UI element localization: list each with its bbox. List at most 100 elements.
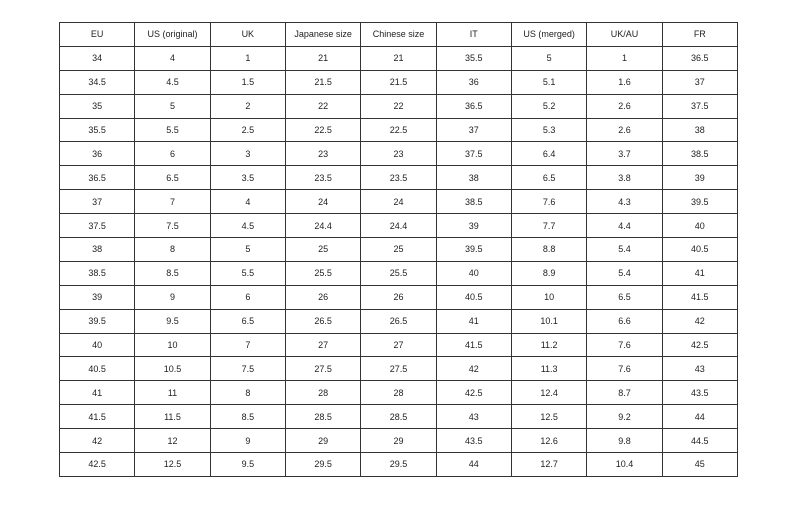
table-cell: 4	[209, 189, 286, 215]
table-cell: 9.5	[134, 308, 211, 334]
table-cell: 5.5	[134, 117, 211, 143]
table-cell: 3.8	[586, 165, 663, 191]
table-cell: 42.5	[435, 380, 512, 406]
table-cell: 1.5	[209, 69, 286, 95]
table-cell: 5	[510, 45, 588, 71]
table-cell: 29	[284, 428, 362, 454]
table-cell: 9	[209, 428, 286, 454]
header-row: EU US (original) UK Japanese size Chinese si…	[58, 22, 739, 47]
table-row: 41 11 8 28 28 42.5 12.4 8.7 43.5	[58, 380, 739, 406]
table-cell: 2	[209, 93, 286, 119]
table-cell: 21.5	[284, 69, 362, 95]
table-cell: 24.4	[284, 213, 362, 239]
table-cell: 6	[209, 284, 286, 310]
table-cell: 28	[284, 380, 362, 406]
table-cell: 1.6	[586, 69, 663, 95]
column-header: US (merged)	[510, 22, 588, 47]
table-cell: 29	[360, 428, 437, 454]
table-cell: 43.5	[661, 380, 739, 406]
table-cell: 5.2	[510, 93, 588, 119]
table-cell: 23.5	[284, 165, 362, 191]
table-cell: 4.3	[586, 189, 663, 215]
table-cell: 44	[435, 452, 512, 477]
table-cell: 7.6	[586, 332, 663, 358]
table-cell: 12.5	[134, 452, 211, 477]
table-cell: 38.5	[661, 141, 739, 167]
table-cell: 40	[435, 260, 512, 286]
table-cell: 6.5	[209, 308, 286, 334]
table-cell: 1	[586, 45, 663, 71]
table-cell: 12	[134, 428, 211, 454]
table-cell: 36	[58, 141, 136, 167]
table-cell: 39	[435, 213, 512, 239]
table-cell: 11	[134, 380, 211, 406]
table-cell: 5.4	[586, 260, 663, 286]
table-cell: 12.4	[510, 380, 588, 406]
table-cell: 3.5	[209, 165, 286, 191]
table-cell: 38.5	[435, 189, 512, 215]
table-cell: 41	[58, 380, 136, 406]
table-cell: 4.5	[134, 69, 211, 95]
size-conversion-table: EU US (original) UK Japanese size Chinese si…	[58, 22, 739, 477]
table-cell: 28.5	[284, 404, 362, 430]
table-cell: 38	[661, 117, 739, 143]
table-cell: 12.5	[510, 404, 588, 430]
table-cell: 42.5	[661, 332, 739, 358]
table-cell: 37	[435, 117, 512, 143]
table-cell: 27	[284, 332, 362, 358]
table-cell: 3.7	[586, 141, 663, 167]
table-cell: 5	[209, 237, 286, 262]
table-cell: 40	[661, 213, 739, 239]
table-cell: 7	[134, 189, 211, 215]
table-cell: 11.2	[510, 332, 588, 358]
table-cell: 27.5	[284, 356, 362, 382]
table-cell: 36	[435, 69, 512, 95]
table-cell: 26.5	[360, 308, 437, 334]
table-cell: 42	[435, 356, 512, 382]
table-cell: 42	[661, 308, 739, 334]
table-cell: 4	[134, 45, 211, 71]
table-cell: 40.5	[58, 356, 136, 382]
table-cell: 9.2	[586, 404, 663, 430]
table-cell: 37.5	[58, 213, 136, 239]
table-cell: 41.5	[58, 404, 136, 430]
table-cell: 22	[284, 93, 362, 119]
table-cell: 10.1	[510, 308, 588, 334]
table-row: 42 12 9 29 29 43.5 12.6 9.8 44.5	[58, 428, 739, 454]
table-cell: 24.4	[360, 213, 437, 239]
table-cell: 42	[58, 428, 136, 454]
table-cell: 27.5	[360, 356, 437, 382]
table-cell: 21	[284, 45, 362, 71]
table-row: 39.5 9.5 6.5 26.5 26.5 41 10.1 6.6 42	[58, 308, 739, 334]
table-cell: 8.9	[510, 260, 588, 286]
table-row: 36 6 3 23 23 37.5 6.4 3.7 38.5	[58, 141, 739, 167]
table-row: 36.5 6.5 3.5 23.5 23.5 38 6.5 3.8 39	[58, 165, 739, 191]
table-cell: 5.1	[510, 69, 588, 95]
column-header: FR	[661, 22, 739, 47]
table-cell: 26	[284, 284, 362, 310]
table-cell: 3	[209, 141, 286, 167]
table-cell: 43	[661, 356, 739, 382]
table-cell: 6.5	[586, 284, 663, 310]
table-cell: 36.5	[58, 165, 136, 191]
table-cell: 5	[134, 93, 211, 119]
column-header: UK	[209, 22, 286, 47]
table-cell: 22.5	[360, 117, 437, 143]
table-cell: 35.5	[435, 45, 512, 71]
table-cell: 4.5	[209, 213, 286, 239]
table-cell: 39	[58, 284, 136, 310]
table-cell: 29.5	[360, 452, 437, 477]
table-cell: 39.5	[58, 308, 136, 334]
table-cell: 2.6	[586, 117, 663, 143]
table-cell: 44.5	[661, 428, 739, 454]
table-cell: 10	[134, 332, 211, 358]
table-cell: 9.8	[586, 428, 663, 454]
table-cell: 4.4	[586, 213, 663, 239]
table-cell: 6.5	[510, 165, 588, 191]
table-cell: 35	[58, 93, 136, 119]
table-cell: 7.7	[510, 213, 588, 239]
table-cell: 21.5	[360, 69, 437, 95]
table-row: 41.5 11.5 8.5 28.5 28.5 43 12.5 9.2 44	[58, 404, 739, 430]
table-row: 39 9 6 26 26 40.5 10 6.5 41.5	[58, 284, 739, 310]
table-cell: 36.5	[435, 93, 512, 119]
